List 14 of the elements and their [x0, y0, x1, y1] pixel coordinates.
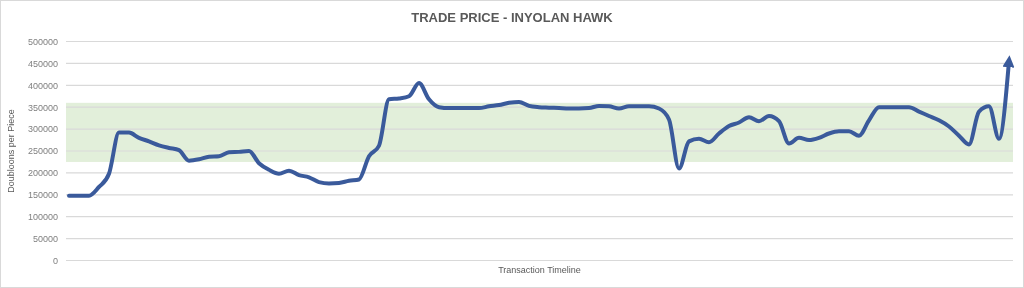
y-tick-label: 400000: [27, 80, 58, 91]
y-tick-label: 300000: [27, 124, 58, 135]
y-tick-label: 0: [52, 255, 58, 266]
chart-title: TRADE PRICE - INYOLAN HAWK: [411, 10, 614, 25]
y-tick-label: 150000: [27, 190, 58, 201]
y-tick-label: 350000: [27, 102, 58, 113]
y-tick-label: 200000: [27, 168, 58, 179]
y-tick-label: 100000: [27, 212, 58, 223]
x-axis-title: Transaction Timeline: [498, 265, 581, 275]
y-tick-label: 500000: [27, 36, 58, 47]
y-tick-label: 50000: [32, 233, 58, 244]
y-axis-title: Doubloons per Piece: [6, 109, 16, 193]
y-tick-label: 450000: [27, 58, 58, 69]
y-tick-label: 250000: [27, 146, 58, 157]
